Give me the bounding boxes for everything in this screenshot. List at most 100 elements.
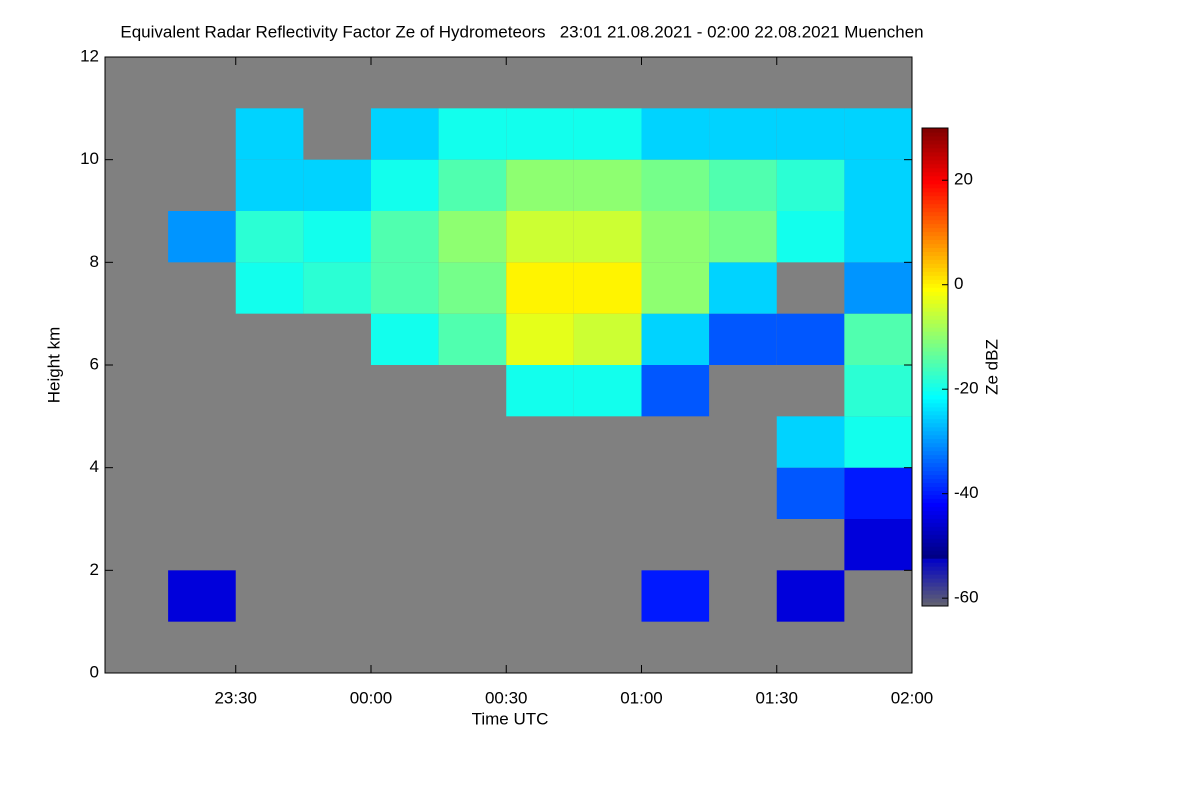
y-tick-label: 4 xyxy=(90,457,99,476)
colorbar-segment xyxy=(922,406,948,412)
heat-cell xyxy=(438,313,507,365)
colorbar-segment xyxy=(922,335,948,340)
colorbar-segment xyxy=(922,255,948,260)
heat-cell xyxy=(438,108,507,160)
x-tick-label: 01:30 xyxy=(755,688,798,707)
heat-cell xyxy=(776,211,845,263)
colorbar-segment xyxy=(922,199,948,205)
colorbar-segment xyxy=(922,402,948,408)
colorbar-frame xyxy=(921,127,949,607)
heat-cell xyxy=(844,416,912,468)
colorbar-segment xyxy=(922,215,948,221)
heat-cell xyxy=(506,313,574,365)
colorbar-segment xyxy=(922,283,948,288)
colorbar-segment xyxy=(922,171,948,177)
colorbar-segment xyxy=(922,367,948,372)
heat-cell xyxy=(844,365,912,417)
heat-cell xyxy=(776,467,845,519)
heat-cell xyxy=(303,262,371,314)
colorbar-segment xyxy=(922,131,948,137)
heat-cell xyxy=(168,570,236,622)
colorbar-segment xyxy=(922,247,948,252)
heat-cell xyxy=(573,108,642,160)
colorbar-segment xyxy=(922,586,948,591)
colorbar-tick-label: -20 xyxy=(954,379,979,398)
colorbar-segment xyxy=(922,251,948,256)
colorbar-segment xyxy=(922,486,948,491)
colorbar-segment xyxy=(922,343,948,348)
colorbar-segment xyxy=(922,378,948,384)
y-tick-label: 10 xyxy=(80,149,99,168)
colorbar-segment xyxy=(922,291,948,296)
colorbar-segment xyxy=(922,259,948,264)
colorbar-segment xyxy=(922,327,948,332)
colorbar-segment xyxy=(922,546,948,551)
colorbar-segment xyxy=(922,159,948,165)
colorbar-segment xyxy=(922,219,948,225)
colorbar-segment xyxy=(922,351,948,356)
colorbar-segment xyxy=(922,502,948,507)
colorbar-segment xyxy=(922,450,948,456)
colorbar-segment xyxy=(922,562,948,567)
heat-cell xyxy=(641,108,710,160)
x-tick-label: 00:00 xyxy=(350,688,393,707)
heat-cell xyxy=(573,365,642,417)
colorbar-segment xyxy=(922,426,948,432)
colorbar-segment xyxy=(922,267,948,272)
colorbar-segment xyxy=(922,518,948,523)
colorbar-segment xyxy=(922,187,948,193)
colorbar-segment xyxy=(922,510,948,515)
heat-cell xyxy=(844,467,912,519)
colorbar-segment xyxy=(922,482,948,487)
heat-cell xyxy=(641,262,710,314)
heat-cell xyxy=(573,159,642,211)
heat-cell xyxy=(709,211,777,263)
colorbar-segment xyxy=(922,490,948,495)
colorbar-segment xyxy=(922,558,948,563)
heat-cell xyxy=(506,108,574,160)
heat-cell xyxy=(573,211,642,263)
colorbar-segment xyxy=(922,331,948,336)
heat-cell xyxy=(641,365,710,417)
colorbar-segment xyxy=(922,311,948,316)
colorbar-segment xyxy=(922,211,948,217)
colorbar-segment xyxy=(922,434,948,440)
y-tick-label: 6 xyxy=(90,354,99,373)
colorbar-segment xyxy=(922,175,948,181)
heat-cell xyxy=(776,108,845,160)
colorbar-segment xyxy=(922,143,948,149)
colorbar-segment xyxy=(922,422,948,428)
colorbar-segment xyxy=(922,550,948,555)
heat-cell xyxy=(370,211,439,263)
colorbar-tick-label: 20 xyxy=(954,170,973,189)
heat-cell xyxy=(168,211,236,263)
colorbar-segment xyxy=(922,303,948,308)
colorbar-segment xyxy=(922,506,948,511)
colorbar-segment xyxy=(922,359,948,364)
heat-cell xyxy=(506,262,574,314)
heat-cell xyxy=(235,211,304,263)
colorbar-segment xyxy=(922,570,948,575)
colorbar-segment xyxy=(922,207,948,213)
heat-cell xyxy=(844,211,912,263)
heat-cell xyxy=(573,313,642,365)
y-tick-label: 0 xyxy=(90,662,99,681)
heat-cell xyxy=(709,108,777,160)
colorbar-segment xyxy=(922,323,948,328)
colorbar-segment xyxy=(922,163,948,169)
heat-cell xyxy=(370,262,439,314)
heat-cell xyxy=(776,416,845,468)
y-axis-label: Height km xyxy=(44,327,63,404)
heat-cell xyxy=(844,262,912,314)
colorbar-segment xyxy=(922,474,948,480)
colorbar-segment xyxy=(922,458,948,464)
chart-title: Equivalent Radar Reflectivity Factor Ze … xyxy=(120,22,923,41)
colorbar-segment xyxy=(922,598,948,603)
heat-cell xyxy=(438,159,507,211)
colorbar-segment xyxy=(922,275,948,280)
colorbar-segment xyxy=(922,554,948,559)
heat-cell xyxy=(370,108,439,160)
heat-cell xyxy=(438,211,507,263)
